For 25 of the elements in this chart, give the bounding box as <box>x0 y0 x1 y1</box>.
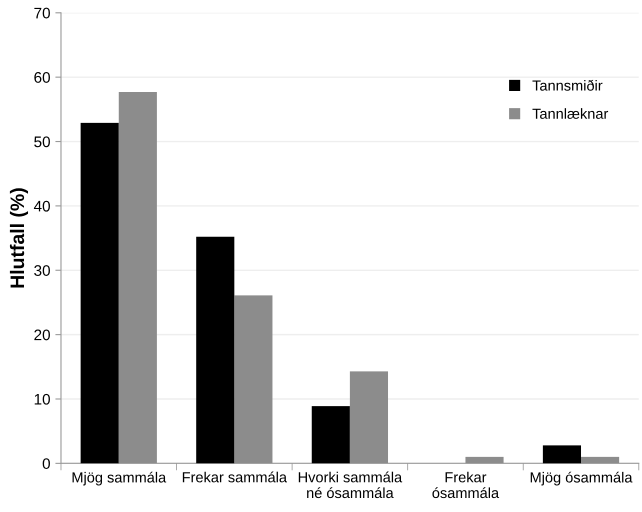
bar <box>350 371 388 464</box>
bar <box>581 456 620 464</box>
x-tick-label: Mjög ósammála <box>530 472 632 486</box>
x-tick-label: Hvorki sammála né ósammála <box>298 472 402 498</box>
y-tick-label: 50 <box>34 136 50 148</box>
bar <box>80 122 119 464</box>
x-tick-label: Frekar sammála <box>182 472 288 482</box>
bar <box>465 456 504 464</box>
y-tick-label: 0 <box>42 458 50 470</box>
y-tick-label: 10 <box>34 394 50 405</box>
y-tick-label: 70 <box>34 8 50 18</box>
y-axis-title: Hlutfall (%) <box>10 188 28 288</box>
legend-label: Tannsmiðir <box>532 80 602 91</box>
bar <box>234 295 272 464</box>
bar <box>118 92 157 464</box>
y-tick-label: 60 <box>34 72 50 83</box>
bar <box>542 445 582 464</box>
bar <box>312 406 350 464</box>
y-tick-label: 30 <box>34 265 50 276</box>
legend-label: Tannlæknar <box>532 108 608 119</box>
y-tick-label: 40 <box>34 200 50 212</box>
y-tick-label: 20 <box>34 329 50 340</box>
x-tick-label: Frekar ósammála <box>432 472 500 498</box>
bar <box>196 236 234 464</box>
x-tick-label: Mjög sammála <box>72 472 166 486</box>
